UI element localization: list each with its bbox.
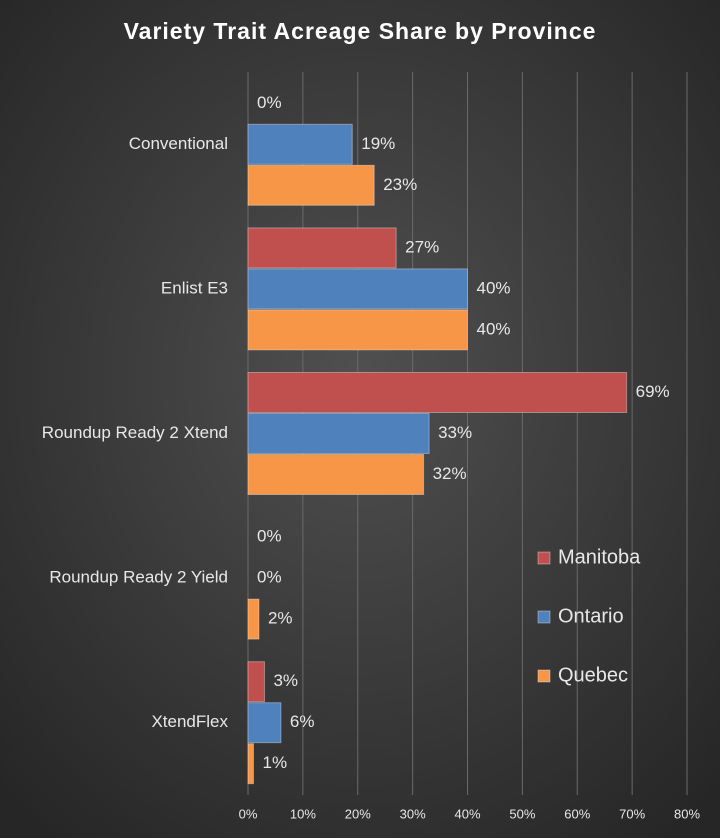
bar <box>247 454 425 495</box>
data-label: 2% <box>268 609 293 628</box>
bar <box>247 598 260 640</box>
x-tick-label: 30% <box>400 806 426 821</box>
data-label: 1% <box>262 753 287 772</box>
data-label: 0% <box>257 568 282 587</box>
chart-title: Variety Trait Acreage Share by Province <box>124 18 597 44</box>
x-tick-label: 10% <box>290 806 316 821</box>
bar <box>247 123 353 165</box>
x-tick-label: 60% <box>564 806 590 821</box>
data-label: 6% <box>290 712 315 731</box>
x-tick-label: 70% <box>619 806 645 821</box>
y-tick-label: Roundup Ready 2 Xtend <box>42 423 228 442</box>
legend-swatch <box>537 669 551 683</box>
y-tick-label: Conventional <box>129 134 228 153</box>
data-label: 23% <box>383 175 417 194</box>
data-label: 19% <box>361 134 395 153</box>
bar <box>247 309 468 351</box>
x-tick-label: 40% <box>454 806 480 821</box>
data-label: 40% <box>477 278 511 297</box>
legend-swatch <box>537 610 551 624</box>
y-tick-label: Roundup Ready 2 Yield <box>49 568 228 587</box>
x-tick-label: 0% <box>239 806 258 821</box>
bar <box>247 227 397 269</box>
bar <box>247 702 282 744</box>
data-label: 33% <box>438 423 472 442</box>
data-label: 40% <box>477 319 511 338</box>
bar <box>247 164 375 206</box>
data-label: 69% <box>636 382 670 401</box>
legend-label: Quebec <box>558 664 628 686</box>
data-label: 0% <box>257 527 282 546</box>
x-tick-label: 20% <box>345 806 371 821</box>
data-label: 0% <box>257 93 282 112</box>
data-label: 3% <box>273 671 298 690</box>
data-label: 27% <box>405 237 439 256</box>
legend-label: Manitoba <box>558 546 641 568</box>
x-tick-label: 80% <box>674 806 700 821</box>
data-label: 32% <box>433 464 467 483</box>
bar <box>247 372 628 413</box>
y-tick-label: XtendFlex <box>151 712 228 731</box>
x-tick-label: 50% <box>509 806 535 821</box>
legend-label: Ontario <box>558 605 624 627</box>
y-tick-label: Enlist E3 <box>161 278 228 297</box>
bar <box>247 413 430 454</box>
bar <box>247 661 265 703</box>
legend-swatch <box>537 551 551 565</box>
bar <box>247 743 254 785</box>
bar <box>247 268 468 310</box>
